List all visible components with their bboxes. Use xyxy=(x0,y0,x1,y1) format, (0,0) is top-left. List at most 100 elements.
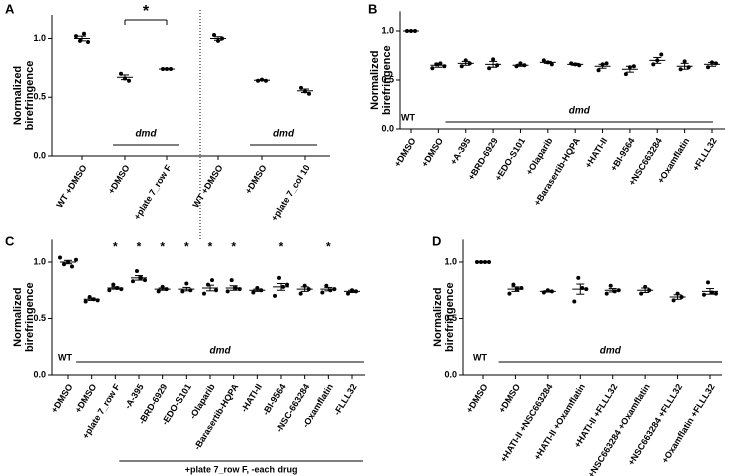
significance-star: * xyxy=(160,240,165,254)
bracket-label: +plate 7_row F, -each drug xyxy=(185,464,298,474)
x-tick-label: +FLLL32 xyxy=(690,136,718,173)
wt-label: WT xyxy=(473,352,487,362)
significance-star: * xyxy=(326,240,331,254)
data-point xyxy=(131,279,135,284)
data-point xyxy=(507,291,512,296)
x-tick-label: +DMSO xyxy=(419,136,445,169)
data-point xyxy=(608,283,613,288)
x-tick-label: +DMSO xyxy=(73,382,99,415)
data-point xyxy=(83,299,88,304)
data-point xyxy=(184,281,189,286)
y-tick-label: 0.0 xyxy=(444,369,457,379)
significance-star: * xyxy=(279,240,284,254)
panel-letter: D xyxy=(432,233,441,248)
x-tick-label: +A-395 xyxy=(448,136,472,167)
y-axis-label: birefringence xyxy=(24,282,36,352)
panel-letter: A xyxy=(5,1,15,16)
data-point xyxy=(180,289,185,294)
significance-star: * xyxy=(208,240,213,254)
data-point xyxy=(324,283,329,288)
data-point xyxy=(702,292,706,297)
y-axis-label: birefringence xyxy=(444,282,456,352)
y-axis-label: birefringence xyxy=(381,45,393,115)
data-point xyxy=(682,59,687,64)
x-tick-label: +plate 7_col 10 xyxy=(269,163,312,223)
significance-star: * xyxy=(113,240,118,254)
x-tick-label: +DMSO xyxy=(106,163,132,196)
x-tick-label: +DMSO xyxy=(497,382,523,415)
group-label: dmd xyxy=(569,106,591,117)
y-tick-label: 1.0 xyxy=(33,33,46,43)
data-point xyxy=(604,291,609,296)
data-point xyxy=(74,257,78,262)
wt-label: WT xyxy=(401,112,415,122)
group-label: dmd xyxy=(273,129,295,140)
x-tick-label: WT +DMSO xyxy=(190,163,224,210)
data-point xyxy=(225,289,230,294)
group-label: dmd xyxy=(135,129,157,140)
data-point xyxy=(111,282,116,287)
data-point xyxy=(298,291,303,296)
data-point xyxy=(82,31,86,36)
y-tick-label: 0.0 xyxy=(33,369,46,379)
y-tick-label: 0.5 xyxy=(33,313,46,323)
data-point xyxy=(623,72,628,77)
data-point xyxy=(596,68,601,73)
x-tick-label: WT +DMSO xyxy=(54,163,88,210)
panel-letter: C xyxy=(5,233,15,248)
y-axis-label: birefringence xyxy=(24,61,36,131)
data-point xyxy=(285,282,289,287)
data-point xyxy=(576,275,581,280)
x-tick-label: +DMSO xyxy=(392,136,418,169)
y-tick-label: 1.0 xyxy=(33,256,46,266)
x-tick-label: -A-395 xyxy=(123,382,146,411)
y-axis-label: Normalized xyxy=(12,66,24,125)
data-point xyxy=(430,66,435,71)
data-point xyxy=(135,269,139,274)
data-point xyxy=(206,282,210,287)
x-tick-label: -FLLL32 xyxy=(332,382,359,417)
data-point xyxy=(212,32,216,37)
wt-label: WT xyxy=(58,352,72,362)
y-axis-label: Normalized xyxy=(369,51,381,110)
significance-star: * xyxy=(184,240,189,254)
data-point xyxy=(143,278,147,283)
y-tick-label: 0.5 xyxy=(444,313,457,323)
y-tick-label: 1.0 xyxy=(381,25,394,35)
data-point xyxy=(659,52,664,57)
data-point xyxy=(229,278,234,283)
data-point xyxy=(210,278,214,283)
x-tick-label: +HATI-II xyxy=(583,136,609,170)
x-tick-label: +DMSO xyxy=(464,382,490,415)
y-tick-label: 0.5 xyxy=(33,92,46,102)
data-point xyxy=(70,264,74,269)
data-point xyxy=(511,282,516,287)
y-axis-label: Normalized xyxy=(12,288,24,347)
x-tick-label: +NSC663284 +Oxamflatin xyxy=(586,382,652,476)
data-point xyxy=(86,40,90,45)
y-tick-label: 0.0 xyxy=(381,123,394,133)
significance-star: * xyxy=(137,240,142,254)
group-label: dmd xyxy=(210,346,232,357)
data-point xyxy=(714,291,718,296)
y-axis-label: Normalized xyxy=(432,288,444,347)
data-point xyxy=(107,288,112,293)
panel-letter: B xyxy=(368,1,377,16)
y-tick-label: 0.0 xyxy=(33,150,46,160)
x-tick-label: +Olaparib xyxy=(524,136,555,177)
x-tick-label: +plate 7_row F xyxy=(132,163,174,222)
y-tick-label: 1.0 xyxy=(444,256,457,266)
data-point xyxy=(491,57,496,62)
data-point xyxy=(62,262,66,267)
y-tick-label: 0.5 xyxy=(381,74,394,84)
significance-star: * xyxy=(231,240,236,254)
data-point xyxy=(214,288,218,293)
data-point xyxy=(320,290,325,295)
data-point xyxy=(706,280,710,285)
data-point xyxy=(273,293,277,298)
data-point xyxy=(74,34,78,39)
x-tick-label: -Barasertib-HQPA xyxy=(192,382,241,452)
data-point xyxy=(58,255,62,260)
data-point xyxy=(572,299,577,304)
